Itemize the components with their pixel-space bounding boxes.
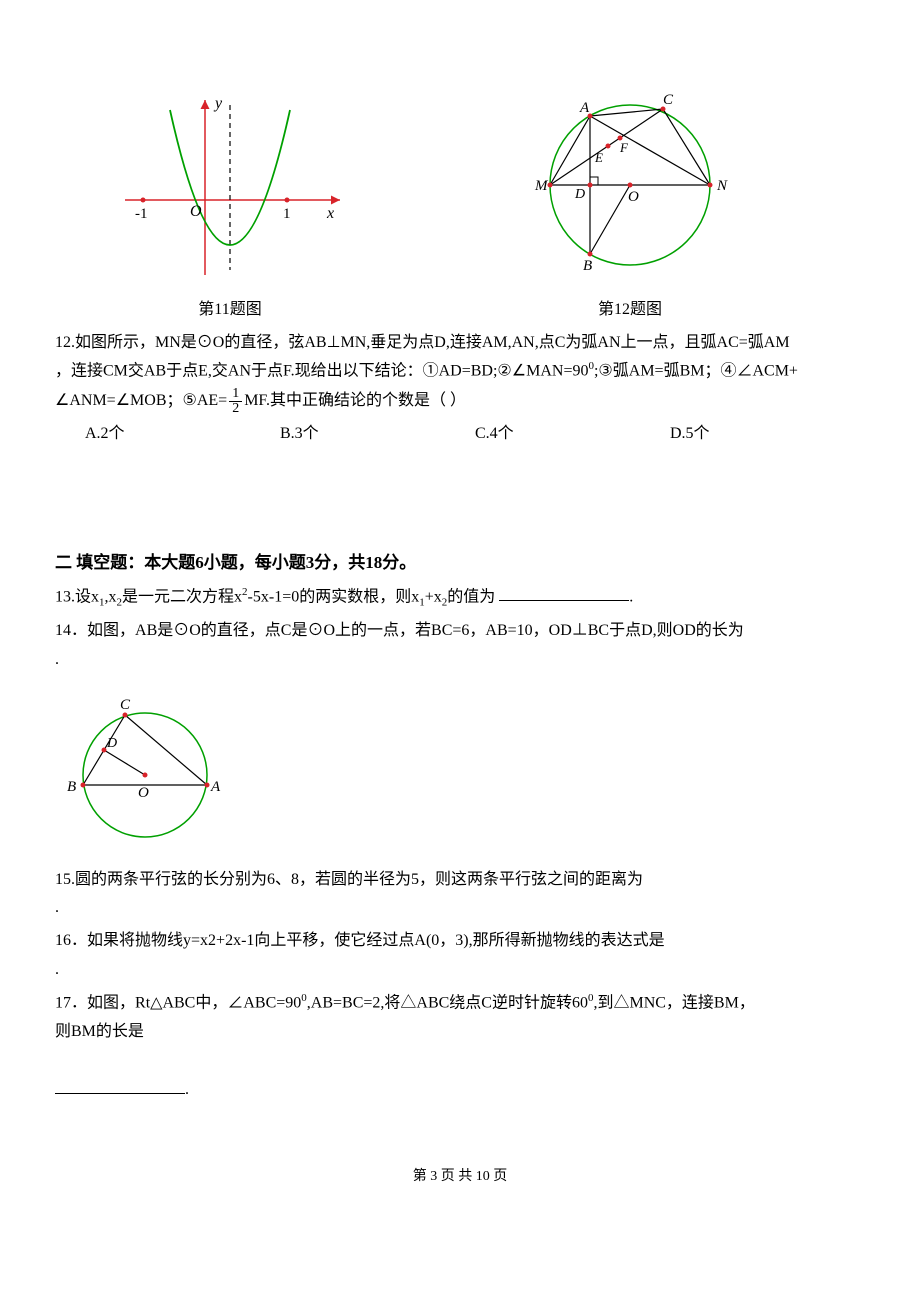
q12-l2a: ，连接CM交AB于点E,交AN于点F.现给出以下结论：①AD=BD;②∠MAN=… xyxy=(55,363,588,380)
q16-num: 16． xyxy=(55,932,87,949)
q13-end: . xyxy=(629,588,633,605)
choice-d: D.5个 xyxy=(670,420,865,449)
q13-num: 13. xyxy=(55,588,75,605)
lbl-A: A xyxy=(579,100,590,116)
choice-c: C.4个 xyxy=(475,420,670,449)
q17-b: ,AB=BC=2,将△ABC绕点C逆时针旋转60 xyxy=(307,994,588,1011)
q17-num: 17． xyxy=(55,994,87,1011)
frac-bot: 2 xyxy=(229,402,242,416)
q17-blank xyxy=(55,1078,185,1094)
problem-16: 16．如果将抛物线y=x2+2x-1向上平移，使它经过点A(0，3),那所得新抛… xyxy=(55,927,865,985)
q16-blank xyxy=(669,929,749,945)
q13-c: 是一元二次方程x xyxy=(122,588,242,605)
q12-fraction: 12 xyxy=(229,387,242,416)
problem-17: 17．如图，Rt△ABC中，∠ABC=900,AB=BC=2,将△ABC绕点C逆… xyxy=(55,989,865,1105)
q17-c: ,到△MNC，连接BM， xyxy=(593,994,754,1011)
q12-l3a: ∠ANM=∠MOB；⑤AE= xyxy=(55,392,227,409)
q15-period: . xyxy=(55,894,865,923)
q17-period: . xyxy=(185,1081,189,1098)
lbl-B: B xyxy=(583,258,592,274)
lbl-M: M xyxy=(534,178,549,194)
problem-14: 14．如图，AB是⊙O的直径，点C是⊙O上的一点，若BC=6，AB=10，OD⊥… xyxy=(55,617,865,675)
q13-f: 的值为 xyxy=(447,588,495,605)
figure-14-svg: B A C D O xyxy=(55,685,235,845)
q13-blank xyxy=(499,585,629,601)
lbl-D: D xyxy=(574,187,585,202)
q12-l3b: MF.其中正确结论的个数是（ ） xyxy=(244,392,466,409)
tick-neg1: -1 xyxy=(135,206,148,222)
q14-lbl-O: O xyxy=(138,785,149,801)
q12-choices: A.2个 B.3个 C.4个 D.5个 xyxy=(55,420,865,449)
frac-top: 1 xyxy=(229,387,242,402)
lbl-F: F xyxy=(619,140,629,155)
tick-pos1: 1 xyxy=(283,206,291,222)
figure-11-block: y x O -1 1 第11题图 xyxy=(115,90,345,325)
problem-13: 13.设x1,x2是一元二次方程x2-5x-1=0的两实数根，则x1+x2的值为… xyxy=(55,583,865,613)
page-footer: 第 3 页 共 10 页 xyxy=(55,1164,865,1189)
q12-l2b: ;③弧AM=弧BM；④∠ACM+ xyxy=(594,363,798,380)
q17-l2: 则BM的长是 xyxy=(55,1023,144,1040)
q14-lbl-B: B xyxy=(67,779,76,795)
figure-11-caption: 第11题图 xyxy=(115,296,345,325)
q12-l1: 如图所示，MN是⊙O的直径，弦AB⊥MN,垂足为点D,连接AM,AN,点C为弧A… xyxy=(75,334,790,351)
axis-label-x: x xyxy=(326,205,334,222)
q14-lbl-C: C xyxy=(120,697,131,713)
figure-12-svg: M N A B C D E F O xyxy=(515,90,745,280)
axis-label-o: O xyxy=(190,203,202,220)
q15-text: 圆的两条平行弦的长分别为6、8，若圆的半径为5，则这两条平行弦之间的距离为 xyxy=(75,871,643,888)
problem-15: 15.圆的两条平行弦的长分别为6、8，若圆的半径为5，则这两条平行弦之间的距离为… xyxy=(55,866,865,924)
q13-a: 设x xyxy=(75,588,99,605)
q14-period: . xyxy=(55,646,865,675)
figure-12-caption: 第12题图 xyxy=(515,296,745,325)
q14-lbl-A: A xyxy=(210,779,221,795)
q13-b: ,x xyxy=(105,588,117,605)
q12-num: 12. xyxy=(55,334,75,351)
lbl-O: O xyxy=(628,189,639,205)
lbl-E: E xyxy=(594,150,603,165)
q14-blank xyxy=(748,619,818,635)
choice-a: A.2个 xyxy=(85,420,280,449)
q17-a: 如图，Rt△ABC中，∠ABC=90 xyxy=(87,994,301,1011)
lbl-C: C xyxy=(663,92,674,108)
q14-num: 14． xyxy=(55,622,87,639)
figure-12-block: M N A B C D E F O 第12题图 xyxy=(515,90,745,325)
q16-period: . xyxy=(55,956,865,985)
q13-e: +x xyxy=(425,588,442,605)
section-2-title: 二 填空题：本大题6小题，每小题3分，共18分。 xyxy=(55,548,865,579)
q16-text: 如果将抛物线y=x2+2x-1向上平移，使它经过点A(0，3),那所得新抛物线的… xyxy=(87,932,665,949)
q14-lbl-D: D xyxy=(106,736,117,751)
q14-text: 如图，AB是⊙O的直径，点C是⊙O上的一点，若BC=6，AB=10，OD⊥BC于… xyxy=(87,622,744,639)
q15-num: 15. xyxy=(55,871,75,888)
problem-12: 12.如图所示，MN是⊙O的直径，弦AB⊥MN,垂足为点D,连接AM,AN,点C… xyxy=(55,329,865,449)
figure-14-block: B A C D O xyxy=(55,685,865,856)
q13-d: -5x-1=0的两实数根，则x xyxy=(248,588,420,605)
lbl-N: N xyxy=(716,178,728,194)
choice-b: B.3个 xyxy=(280,420,475,449)
figures-row: y x O -1 1 第11题图 xyxy=(55,90,865,325)
figure-11-svg: y x O -1 1 xyxy=(115,90,345,280)
q15-blank xyxy=(647,868,727,884)
axis-label-y: y xyxy=(213,95,223,112)
